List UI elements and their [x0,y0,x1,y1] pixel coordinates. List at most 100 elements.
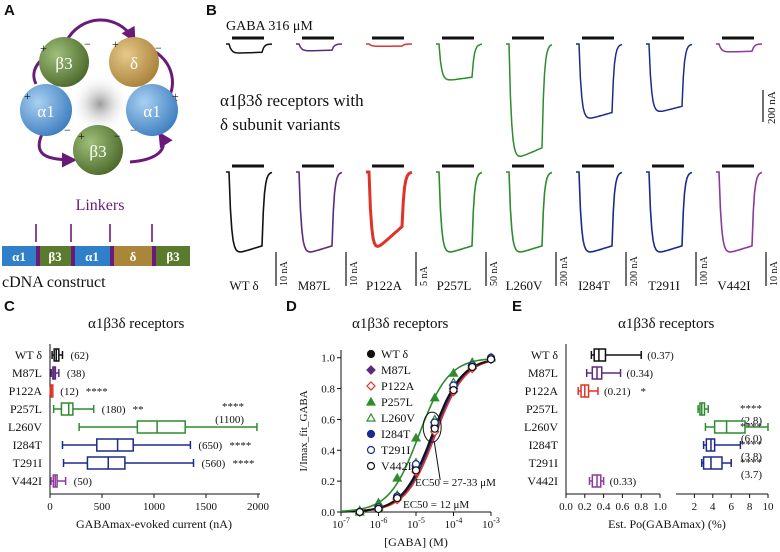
c-value-label-2: (12) [60,386,79,398]
d-y-tick-label-5: 1.0 [321,353,335,365]
d-point-5-legend [366,429,376,439]
d-ec50-pointer [433,441,441,481]
e-x-tick-label-left-2: 0.4 [597,501,611,513]
bottom-trace-5 [506,171,553,253]
c-box-5 [96,438,134,452]
bottom-trace-4 [436,171,483,253]
e-x-tick-label-left-3: 0.6 [616,501,630,513]
panel-e-title: α1β3δ receptors [618,316,715,332]
c-category-label-5: I284T [13,438,43,452]
d-point-3-2 [392,472,403,482]
e-x-tick-label-right-1: 4 [710,501,716,513]
svg-text:δ: δ [130,54,138,73]
svg-text:β3: β3 [55,54,72,73]
bottom-scale-label-8: 10 nA [769,261,780,287]
variant-label-1: WT δ [229,278,258,293]
panel-e-chart: 0.0 0.2 0.4 0.6 0.8 1.0 2 4 6 8 10 Est. Po(GABAmax)… [524,344,774,531]
e-x-tick-label-right-3: 8 [747,501,753,513]
d-point-1-legend [366,365,376,375]
svg-text:α1: α1 [143,102,160,121]
e-significance-2: * [641,386,647,398]
variant-label-3: P122A [366,278,403,293]
svg-text:α1: α1 [37,102,54,121]
d-point-7-3 [411,466,421,475]
c-significance-5: **** [229,440,251,452]
e-significance-3: **** [740,403,762,415]
svg-text:+: + [24,89,31,103]
panel-label-e: E [512,298,523,315]
d-y-axis-title: I/Imax_fit_GABA [298,390,310,471]
d-point-3-5 [448,367,459,377]
svg-text:+: + [40,41,47,55]
top-trace-4 [436,43,483,81]
top-trace-2 [296,43,343,52]
svg-text:+: + [172,89,179,103]
c-significance-3: ** [133,404,144,416]
d-x-tick-label-1: 10-6 [370,516,388,531]
c-category-label-0: WT δ [15,348,42,362]
svg-text:α1: α1 [12,249,26,264]
c-value-label-3: (180) [102,404,126,416]
c-category-label-7: V442I [11,474,42,488]
bottom-scale-label-2: 10 nA [349,261,360,287]
c-x-tick-label-1: 500 [94,501,111,513]
e-category-label-4: L260V [524,420,558,434]
d-legend-label-4: L260V [381,411,415,425]
e-significance-4: **** [740,421,762,433]
cdna-construct: α1 β3 α1 δ β3 [2,246,190,266]
variant-label-8: V442I [717,278,750,293]
d-point-7-5 [449,386,458,395]
e-category-label-1: M87L [528,366,558,380]
d-legend-label-0: WT δ [381,347,408,361]
c-x-tick-label-0: 0 [47,501,53,513]
panel-d-chart: 0.0 0.2 0.4 0.6 0.8 1.0 10-7 10-6 10-5 10-4 10-3 [G… [298,347,500,549]
d-point-3-3 [410,432,422,442]
c-x-tick-label-4: 2000 [247,501,270,513]
panel-label-d: D [286,298,297,315]
c-value-label-6: (560) [202,458,226,470]
e-category-label-7: V442I [527,474,558,488]
d-x-tick-label-4: 10-3 [482,516,500,531]
top-trace-3 [366,43,412,47]
d-point-7-6 [468,362,477,372]
gaba-stim-label: GABA 316 μM [226,19,313,34]
variant-label-4: P257L [437,278,472,293]
e-significance-6: **** [740,457,762,469]
linkers-label: Linkers [76,197,125,214]
c-value-label-1: (38) [67,368,86,380]
d-point-6-legend [366,445,376,455]
d-y-tick-label-2: 0.4 [321,445,335,457]
svg-text:β3: β3 [89,142,106,161]
construct-label: cDNA construct [2,274,106,291]
svg-text:δ: δ [130,249,137,264]
linker-arrow [64,18,136,43]
panel-c-title: α1β3δ receptors [88,316,185,332]
d-y-tick-label-3: 0.6 [321,414,335,426]
c-category-label-3: P257L [10,402,42,416]
linker-pointers [35,224,153,242]
e-x-tick-label-right-2: 6 [728,501,734,513]
c-value-label-4: (1100) [215,414,244,426]
c-x-tick-label-2: 1000 [143,501,166,513]
e-value-label-2: (0.21) [604,386,631,398]
bottom-trace-2 [296,171,343,253]
linker-arrow [37,129,77,168]
bottom-trace-8 [716,171,763,253]
e-category-label-5: I284T [529,438,559,452]
panel-label-b: B [206,2,217,19]
d-ec50-p257l-label: EC50 = 12 μM [403,499,469,511]
d-legend-label-6: T291I [381,443,410,457]
c-significance-6: **** [233,458,255,470]
d-x-axis-title: [GABA] (M) [384,535,448,549]
d-ec50-circle [422,411,442,443]
e-category-label-3: P257L [526,402,558,416]
c-significance-4: **** [222,401,244,413]
svg-text:β3: β3 [166,249,180,264]
c-box-6 [86,456,126,470]
d-point-3-legend [365,396,377,406]
e-value-label-0: (0.37) [647,350,674,362]
bottom-trace-6 [576,171,623,253]
subunit-beta3-top: β3 [39,37,89,87]
svg-text:−: − [114,129,121,143]
bottom-scale-label-1: 10 nA [279,261,290,287]
